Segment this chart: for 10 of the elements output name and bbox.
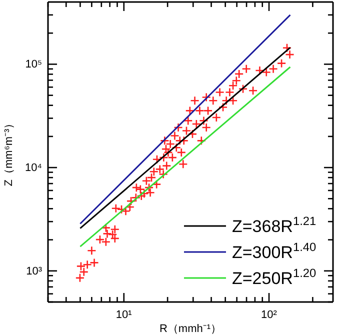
y-tick-label: 10⁴ xyxy=(25,162,42,174)
y-tick-label: 10³ xyxy=(26,265,42,278)
x-axis-title: R（mmh⁻¹） xyxy=(159,323,222,335)
x-tick-label: 10¹ xyxy=(116,308,132,321)
x-tick-label: 10² xyxy=(261,308,278,321)
y-axis-title: Z（mm⁶m⁻³） xyxy=(3,118,15,186)
y-tick-label: 10⁵ xyxy=(25,58,42,71)
legend-label: Z=300R$^{1.40}$ xyxy=(232,240,316,262)
legend-label: Z=368R$^{1.21}$ xyxy=(232,214,316,236)
legend-label: Z=250R$^{1.20}$ xyxy=(232,266,316,288)
